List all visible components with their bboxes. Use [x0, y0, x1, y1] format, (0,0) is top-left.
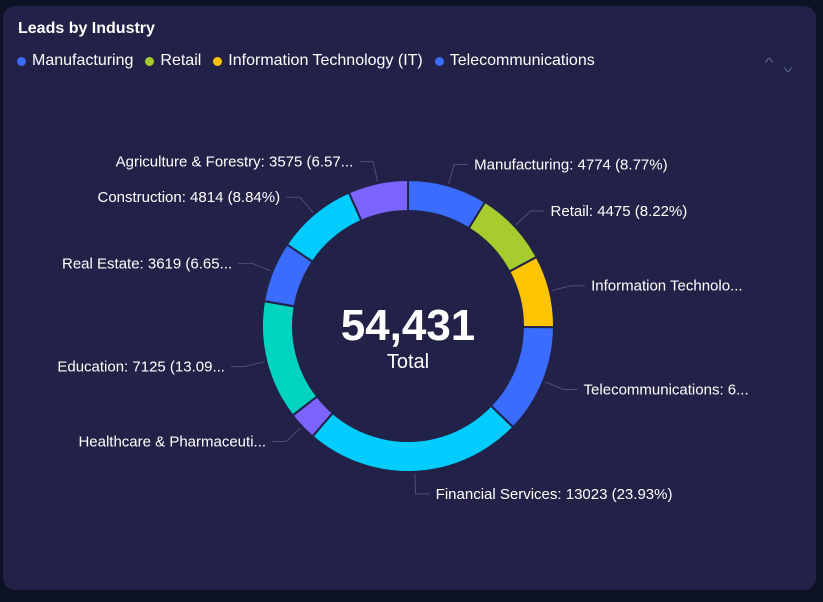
donut-slice-agriculture-forestry[interactable]	[347, 178, 409, 223]
legend-item-telecommunications[interactable]: Telecommunications	[434, 52, 595, 70]
slice-data-label: Manufacturing: 4774 (8.77%)	[474, 156, 667, 173]
slice-data-label: Agriculture & Forestry: 3575 (6.57...	[116, 154, 354, 171]
label-leader-line	[544, 381, 578, 390]
label-leader-line	[414, 473, 430, 495]
total-value: 54,431	[341, 301, 476, 350]
total-label: Total	[387, 351, 429, 373]
legend-dot	[213, 56, 223, 66]
slice-data-label: Healthcare & Pharmaceuti...	[78, 434, 266, 451]
donut-slice-education[interactable]	[261, 299, 319, 417]
label-leader-line	[230, 361, 265, 368]
slice-data-label: Education: 7125 (13.09...	[57, 359, 225, 376]
label-leader-line	[286, 196, 314, 213]
legend-dot	[434, 56, 444, 66]
chart-title: Leads by Industry	[18, 20, 155, 37]
legend-item-retail[interactable]: Retail	[145, 52, 201, 70]
label-leader-line	[359, 161, 378, 182]
legend-prev-icon[interactable]: ^	[764, 55, 774, 70]
chart-card	[3, 6, 816, 590]
label-leader-line	[238, 262, 271, 272]
donut-slice-financial-services[interactable]	[311, 404, 515, 473]
legend: Manufacturing Retail Information Technol…	[17, 52, 595, 70]
legend-label: Retail	[160, 52, 202, 69]
slice-data-label: Retail: 4475 (8.22%)	[551, 203, 688, 220]
donut-slice-construction[interactable]	[285, 191, 363, 264]
donut-slice-information-technology-it[interactable]	[507, 255, 555, 329]
legend-label: Manufacturing	[32, 52, 134, 69]
legend-dot	[17, 56, 26, 66]
slice-data-label: Real Estate: 3619 (6.65...	[62, 255, 232, 272]
donut-slice-retail[interactable]	[467, 200, 538, 273]
label-leader-line	[515, 210, 545, 226]
slice-data-label: Telecommunications: 6...	[584, 381, 749, 398]
legend-item-manufacturing[interactable]: Manufacturing	[17, 52, 133, 70]
slice-data-label: Financial Services: 13023 (23.93%)	[436, 486, 673, 503]
legend-label: Information Technology (IT)	[228, 52, 423, 69]
label-leader-line	[448, 163, 469, 184]
legend-dot	[145, 56, 155, 66]
legend-item-it[interactable]: Information Technology (IT)	[213, 52, 423, 70]
label-leader-line	[272, 427, 301, 443]
slice-data-label: Construction: 4814 (8.84%)	[98, 189, 281, 206]
legend-label: Telecommunications	[449, 52, 595, 69]
slice-data-label: Information Technolo...	[591, 278, 742, 295]
label-leader-line	[551, 285, 586, 292]
donut-slice-telecommunications[interactable]	[489, 325, 556, 429]
